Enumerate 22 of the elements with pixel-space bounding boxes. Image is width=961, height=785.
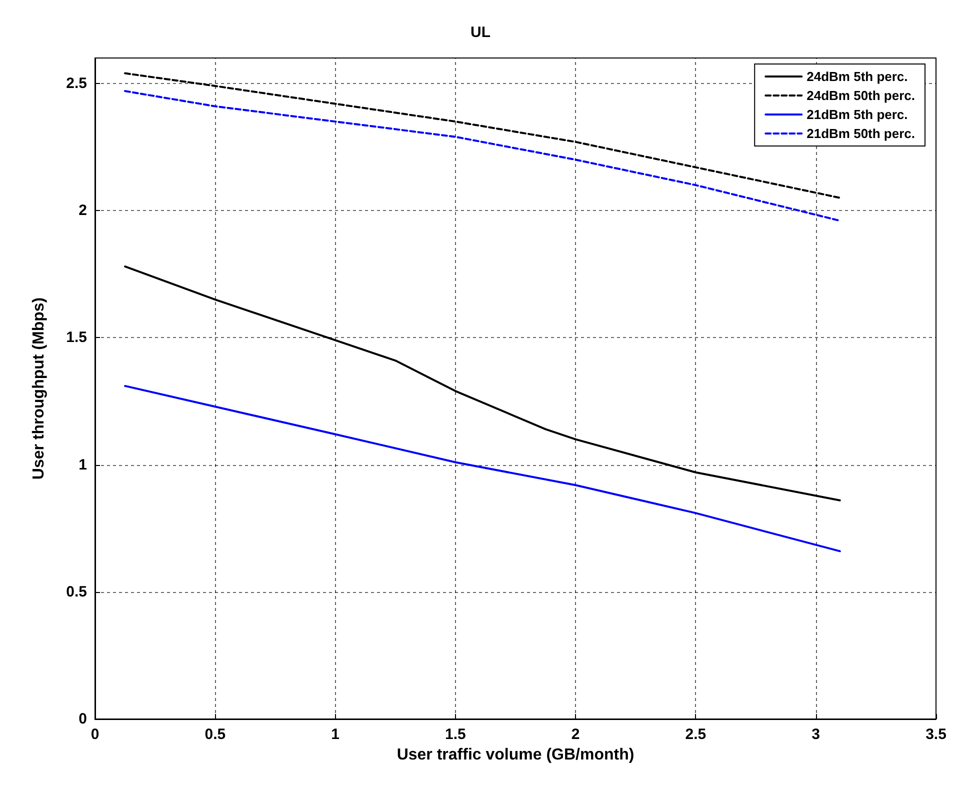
x-tick-label: 1	[331, 726, 340, 743]
y-tick-label: 0.5	[66, 583, 87, 600]
y-tick-label: 2.5	[66, 74, 87, 92]
y-tick-label: 1	[78, 456, 87, 474]
x-tick-label: 0.5	[204, 726, 226, 743]
x-tick-label: 2.5	[685, 726, 706, 743]
x-tick-label: 0	[90, 726, 100, 743]
legend-label: 24dBm 5th perc.	[806, 69, 908, 84]
x-axis-title: User traffic volume (GB/month)	[396, 746, 634, 764]
x-tick-label: 1.5	[445, 726, 466, 743]
legend-label: 21dBm 50th perc.	[806, 126, 915, 141]
y-tick-label: 1.5	[66, 329, 87, 346]
x-tick-label: 3.5	[926, 726, 946, 743]
y-axis-title: User throughput (Mbps)	[30, 297, 48, 480]
line-series	[124, 384, 841, 552]
x-tick-label: 2	[571, 726, 580, 743]
y-tick-label: 2	[78, 202, 87, 220]
y-tick-label: 0	[78, 710, 87, 728]
x-tick-label: 3	[812, 726, 820, 743]
chart-title: UL	[470, 24, 490, 41]
legend-label: 24dBm 50th perc.	[806, 88, 915, 103]
legend-label: 21dBm 5th perc.	[806, 107, 908, 122]
